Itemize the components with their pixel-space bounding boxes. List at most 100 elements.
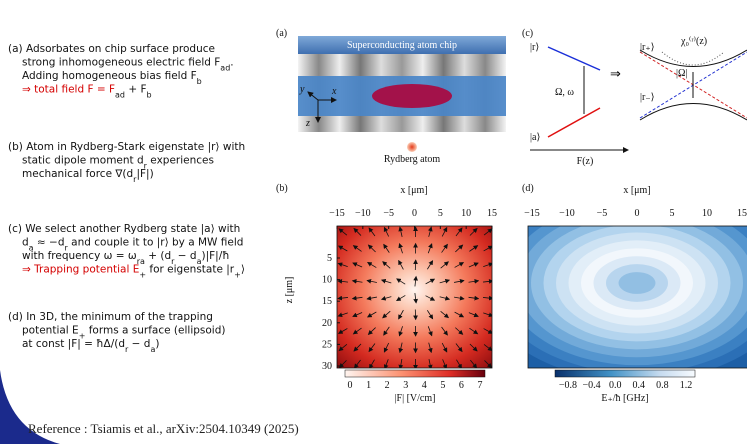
arrow [427, 326, 433, 337]
colorbar [344, 369, 486, 378]
state-label: |r₋⟩ [640, 92, 655, 103]
arrow [353, 227, 362, 236]
x-tick-label: 15 [487, 208, 497, 219]
arrow [368, 227, 376, 237]
frame [527, 225, 747, 369]
text-run: + F [125, 84, 147, 96]
arrow [353, 343, 362, 352]
arrow [337, 295, 349, 301]
arrow [367, 327, 376, 336]
colorbar-tick: −0.8 [559, 380, 577, 391]
arrow [427, 359, 433, 368]
arrow [368, 343, 376, 353]
arrow [380, 295, 392, 301]
arrow [483, 328, 492, 334]
arrow [352, 262, 363, 268]
text-run: a [197, 257, 202, 266]
arrow [440, 311, 449, 319]
arrow [425, 295, 436, 301]
colorbar-label: |F| [V/cm] [395, 393, 436, 404]
arrow [337, 245, 348, 252]
text-run: |F|) [136, 168, 153, 180]
arrow [454, 311, 465, 318]
y-axis-label: z [μm] [284, 277, 295, 304]
x-tick-label: −5 [383, 208, 394, 219]
arrow [353, 359, 361, 368]
colorbar [554, 369, 696, 378]
text-run: (a) Adsorbates on chip surface produce [8, 43, 215, 55]
colorbar-tick: 4 [422, 380, 427, 391]
arrow [367, 262, 377, 268]
text-run: a [150, 345, 155, 354]
arrow [455, 244, 464, 253]
x-tick-label: −10 [355, 208, 371, 219]
arrow [351, 295, 363, 301]
arrow [455, 227, 463, 237]
item-line: ⇒ Trapping potential E+ for eigenstate |… [22, 264, 245, 280]
arrow [427, 226, 433, 237]
text-run: + [234, 270, 241, 279]
arrow [413, 292, 419, 304]
text-run: − d [174, 250, 196, 262]
arrow [441, 326, 448, 336]
chip-label: Superconducting atom chip [347, 40, 457, 51]
colorbar-tick: 7 [478, 380, 483, 391]
text-run: ⟩ [241, 264, 245, 276]
colorbar-tick: 6 [459, 380, 464, 391]
x-tick-label: 10 [702, 208, 712, 219]
x-tick-label: 10 [461, 208, 471, 219]
arrow [427, 342, 433, 354]
state-label: |r₊⟩ [640, 42, 655, 53]
text-run: . [230, 57, 233, 69]
wavefunction [661, 51, 725, 66]
arrow [439, 278, 451, 284]
arrow [441, 226, 448, 237]
text-run: (b) Atom in Rydberg-Stark eigenstate |r⟩… [8, 141, 245, 153]
text-run: r [65, 243, 69, 252]
arrow [427, 243, 433, 254]
rabi-label: |Ω| [676, 68, 687, 79]
arrow [367, 244, 376, 253]
item-line: static dipole moment dr experiences [22, 155, 214, 171]
colorbar-tick: 0.8 [656, 380, 669, 391]
text-run: forms a surface (ellipsoid) [85, 325, 225, 337]
arrow [366, 311, 377, 318]
text-run: r [125, 345, 129, 354]
arrow [441, 243, 448, 253]
y-tick-label: 15 [322, 296, 332, 307]
x-tick-label: −5 [597, 208, 608, 219]
arrow [469, 227, 478, 236]
item-line: strong inhomogeneous electric field Fad. [22, 57, 234, 73]
arrow [439, 295, 451, 301]
arrow [398, 326, 403, 337]
arrow [398, 242, 403, 254]
arrow [337, 278, 349, 284]
y-tick-label: 5 [327, 253, 332, 264]
y-tick-label: 25 [322, 339, 332, 350]
text-run: ra [137, 257, 145, 266]
arrow [454, 295, 465, 301]
item-line: Adding homogeneous bias field Fb [22, 70, 202, 86]
text-run: b [147, 90, 152, 99]
x-axis-label: x [μm] [400, 185, 427, 196]
colorbar-tick: 0.0 [609, 380, 622, 391]
arrow [396, 295, 406, 301]
text-run: + (d [145, 250, 171, 262]
text-run: for eigenstate |r [146, 264, 235, 276]
arrow [398, 359, 404, 368]
arrow [383, 243, 390, 253]
text-run: ad [220, 63, 230, 72]
implies: ⇒ [610, 67, 621, 82]
colorbar-tick: 0.4 [633, 380, 646, 391]
text-run: ad [115, 90, 125, 99]
colorbar-tick: 1.2 [680, 380, 693, 391]
arrow [398, 309, 404, 320]
x-tick-label: 0 [412, 208, 417, 219]
x-tick-label: −10 [559, 208, 575, 219]
arrow [468, 262, 479, 268]
arrow [351, 278, 363, 284]
arrow [352, 312, 363, 318]
item-line: da ≈ −dr and couple it to |r⟩ by a MW fi… [22, 237, 243, 253]
item-line: mechanical force ∇(dr|F|) [22, 168, 154, 184]
text-run: ) [155, 338, 159, 350]
